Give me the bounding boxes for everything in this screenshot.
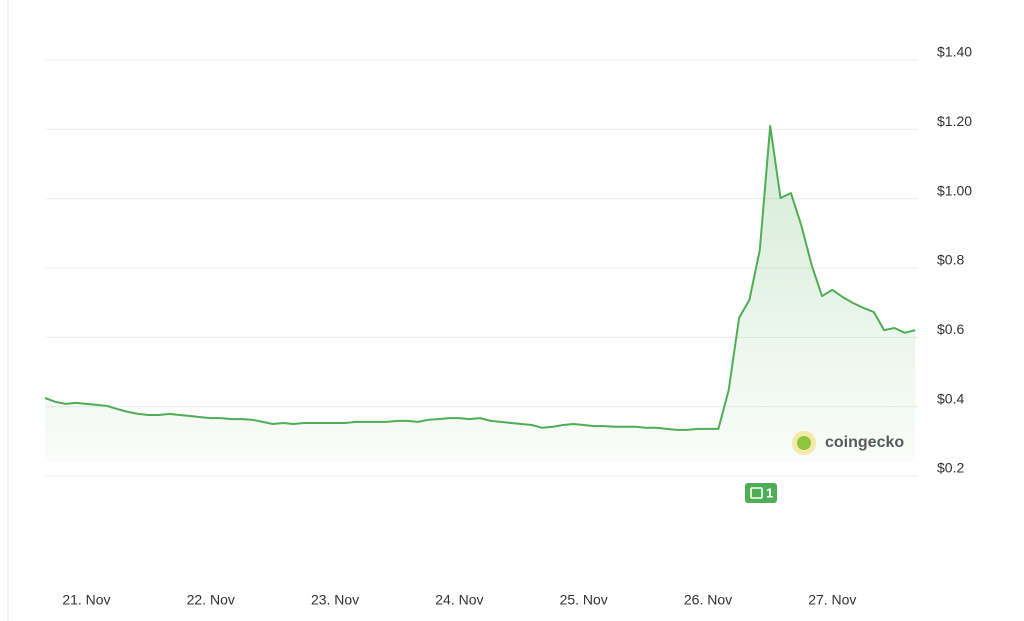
price-line	[44, 124, 916, 431]
y-tick-label: $1.20	[937, 113, 972, 129]
y-tick-label: $1.40	[937, 44, 972, 60]
area	[45, 125, 916, 463]
watermark-text: coingecko	[825, 434, 904, 451]
y-tick-label: $0.8	[937, 252, 964, 268]
news-badge[interactable]: 1	[745, 483, 777, 503]
y-tick-label: $1.00	[937, 182, 972, 198]
plot: $0.2 $0.4 $0.6 $0.8 $1.00 $1.20 $1.40 21. Nov 22…	[44, 44, 972, 608]
y-tick-label: $0.2	[937, 460, 964, 476]
x-tick-label: 21. Nov	[62, 592, 110, 608]
badge-count: 1	[766, 485, 773, 500]
badge-icon	[750, 487, 763, 499]
x-tick-label: 27. Nov	[808, 592, 856, 608]
y-tick-label: $0.6	[937, 321, 964, 337]
x-tick-label: 26. Nov	[684, 592, 732, 608]
x-tick-label: 23. Nov	[311, 592, 359, 608]
y-tick-label: $0.4	[937, 390, 964, 406]
watermark: coingecko	[792, 431, 904, 455]
x-tick-label: 24. Nov	[435, 592, 483, 608]
x-tick-label: 25. Nov	[560, 592, 608, 608]
logo-inner	[797, 436, 811, 450]
x-tick-label: 22. Nov	[187, 592, 235, 608]
